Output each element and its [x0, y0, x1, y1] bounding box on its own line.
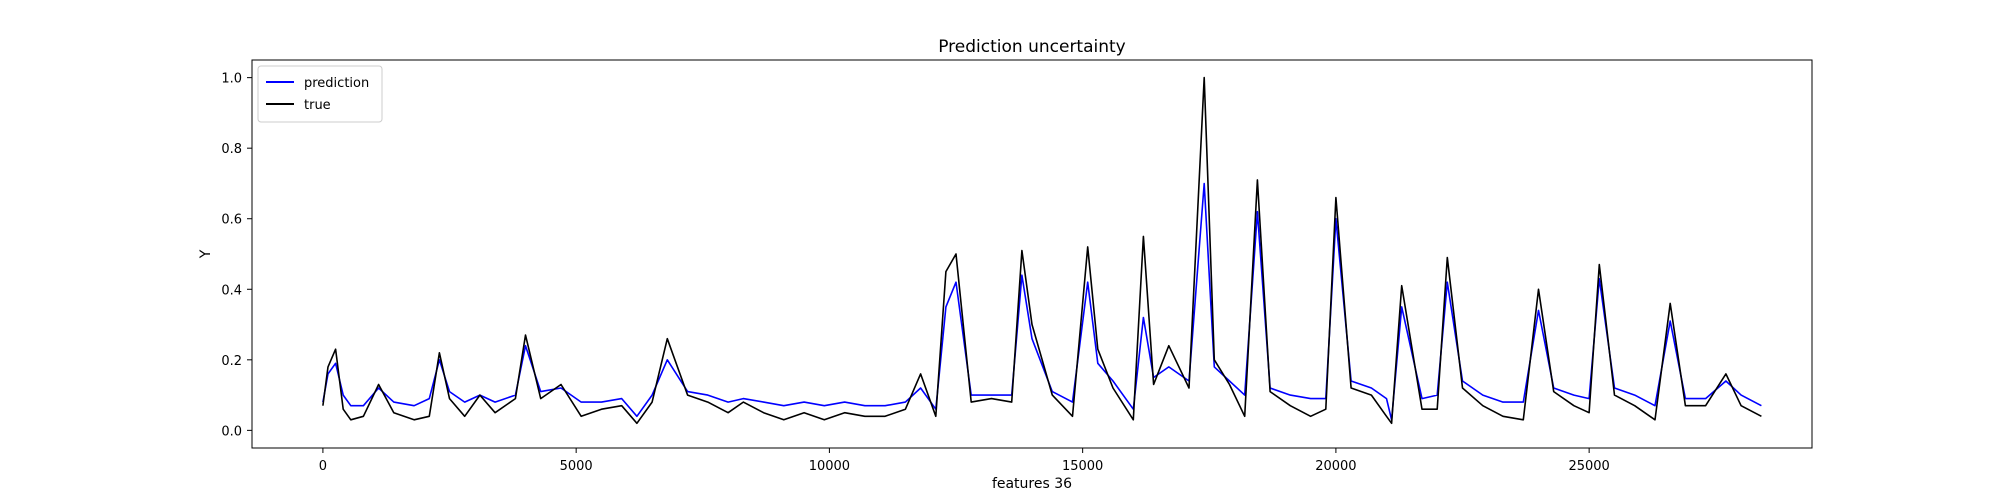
axes-frame	[251, 59, 1813, 449]
x-tick-label: 25000	[1568, 459, 1609, 474]
y-tick-label: 1.0	[221, 72, 242, 87]
x-axis-label: features 36	[992, 476, 1072, 492]
x-tick-label: 5000	[560, 459, 593, 474]
legend-box	[257, 65, 383, 123]
y-tick-label: 0.0	[221, 424, 242, 439]
y-axis: 0.0 0.2 0.4 0.6 0.8 1.0	[221, 72, 252, 439]
legend: prediction true	[257, 65, 383, 123]
x-tick-label: 10000	[809, 459, 850, 474]
y-tick-label: 0.6	[221, 213, 242, 228]
x-tick-label: 20000	[1315, 459, 1356, 474]
y-tick-label: 0.8	[221, 142, 242, 157]
series-line-true	[322, 76, 1762, 425]
x-tick-label: 0	[319, 459, 327, 474]
legend-label-prediction: prediction	[304, 76, 369, 91]
x-axis: 0 5000 10000 15000 20000 25000	[319, 448, 1610, 474]
x-tick-label: 15000	[1062, 459, 1103, 474]
y-tick-label: 0.2	[221, 354, 242, 369]
series-layer	[322, 76, 1762, 425]
legend-label-true: true	[304, 98, 331, 113]
series-line-prediction	[322, 182, 1762, 421]
y-axis-label: Y	[198, 249, 214, 259]
chart-title: Prediction uncertainty	[938, 37, 1126, 57]
y-tick-label: 0.4	[221, 283, 242, 298]
